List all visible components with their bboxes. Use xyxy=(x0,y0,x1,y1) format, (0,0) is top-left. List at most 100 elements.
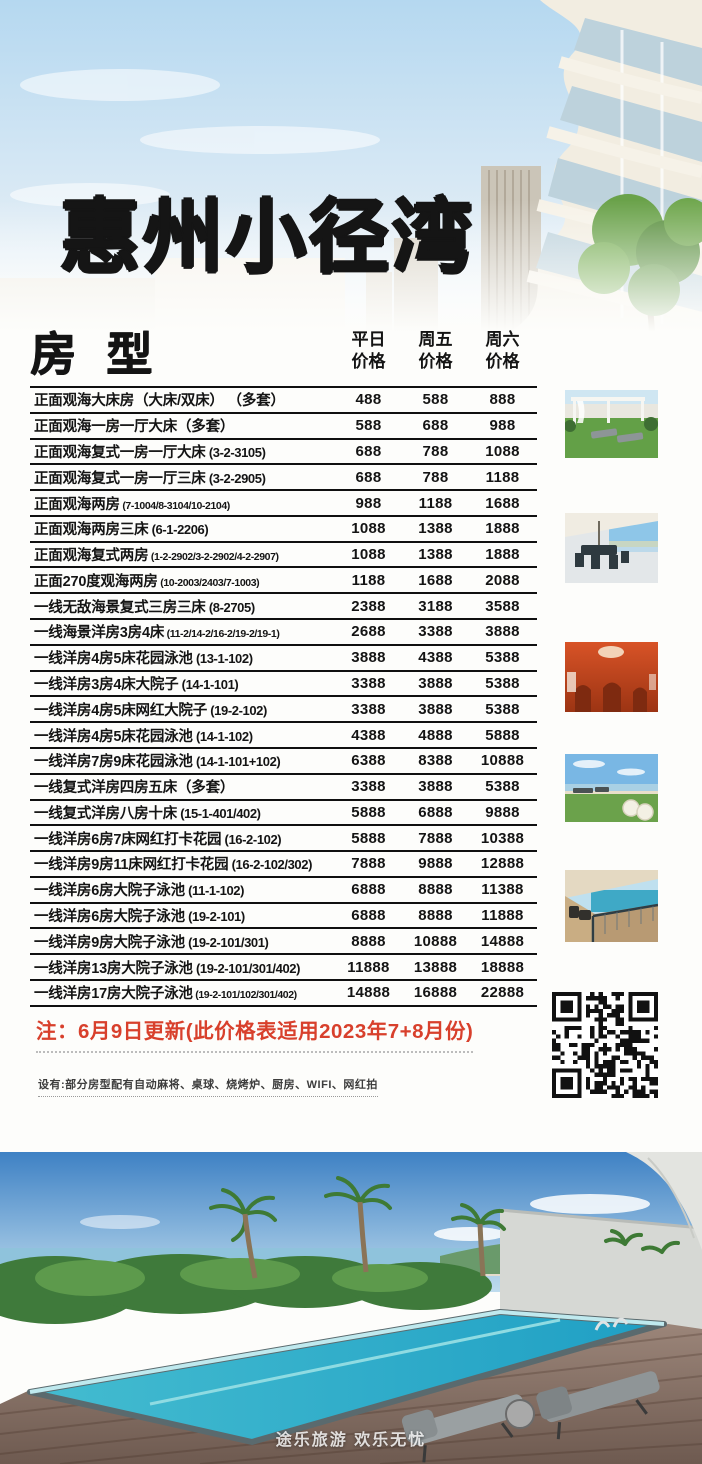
price-cell: 2388 xyxy=(351,597,386,615)
room-code: (15-1-401/402) xyxy=(177,805,261,821)
room-type-name: 一线复式洋房八房十床 (15-1-401/402) xyxy=(34,805,261,822)
price-cell: 5888 xyxy=(351,803,386,821)
price-cell: 5388 xyxy=(485,674,520,692)
room-code: (14-1-102) xyxy=(192,728,253,744)
room-photo-seaside-lawn xyxy=(565,754,658,822)
table-row: 一线洋房7房9床花园泳池 (14-1-101+102) 6388 8388 10888 xyxy=(30,746,537,773)
price-cell: 14888 xyxy=(480,932,525,950)
room-type-name: 一线洋房9房大院子泳池 (19-2-101/301) xyxy=(34,934,269,951)
room-code: (1-2-2902/3-2-2902/4-2-2907) xyxy=(148,551,279,564)
room-type-header: 房型 xyxy=(30,328,182,380)
price-cell: 12888 xyxy=(480,855,525,873)
umbrella xyxy=(626,1152,702,1250)
price-cell: 3888 xyxy=(418,700,453,718)
price-cell: 9888 xyxy=(485,803,520,821)
price-cell: 688 xyxy=(422,417,449,435)
table-row: 一线海景洋房3房4床 (11-2/14-2/16-2/19-2/19-1) 268… xyxy=(30,618,537,644)
room-type-name: 一线洋房6房7床网红打卡花园 (16-2-102) xyxy=(34,831,282,848)
watermark: 途乐旅游 欢乐无忧 xyxy=(275,1432,427,1449)
price-cell: 5888 xyxy=(351,829,386,847)
price-cell: 888 xyxy=(489,391,516,409)
price-cell: 5388 xyxy=(485,700,520,718)
price-cell: 4388 xyxy=(351,726,386,744)
price-cell: 16888 xyxy=(413,984,458,1002)
price-cell: 1688 xyxy=(485,494,520,512)
room-type-name: 一线洋房4房5床花园泳池 (14-1-102) xyxy=(34,728,253,745)
price-cell: 1388 xyxy=(418,546,453,564)
room-type-name: 正面观海一房一厅大床（多套） xyxy=(34,419,235,436)
price-cell: 688 xyxy=(355,442,382,460)
room-code: (19-2-101/301/402) xyxy=(192,960,301,976)
price-cell: 4888 xyxy=(418,726,453,744)
table-row: 一线复式洋房四房五床（多套） 3388 3888 5388 xyxy=(30,772,537,799)
room-type-name: 正面观海复式两房 (1-2-2902/3-2-2902/4-2-2907) xyxy=(34,548,279,565)
price-cell: 3888 xyxy=(418,778,453,796)
room-type-name: 一线洋房7房9床花园泳池 (14-1-101+102) xyxy=(34,754,281,771)
price-cell: 6888 xyxy=(418,803,453,821)
price-cell: 5888 xyxy=(485,726,520,744)
price-cell: 11888 xyxy=(347,958,390,976)
price-cell: 3888 xyxy=(418,674,453,692)
clouds xyxy=(80,1194,650,1241)
price-cell: 588 xyxy=(422,391,449,409)
sun-loungers xyxy=(401,1371,660,1463)
price-cell: 13888 xyxy=(413,958,458,976)
room-type-name: 一线洋房17房大院子泳池 (19-2-101/102/301/402) xyxy=(34,986,297,1003)
room-photo-sea-view-terrace xyxy=(565,513,658,583)
amenities-note: 设有:部分房型配有自动麻将、桌球、烧烤炉、厨房、WIFI、网红拍 xyxy=(38,1076,378,1097)
room-code: (16-2-102) xyxy=(221,831,282,847)
table-header: 房型 平日 价格 周五 价格 周六 价格 xyxy=(30,318,537,382)
price-cell: 488 xyxy=(355,391,382,409)
room-photo-sea-view-balcony xyxy=(565,870,658,942)
price-cell: 6388 xyxy=(351,752,386,770)
swimming-pool xyxy=(27,1309,667,1445)
room-type-name: 一线洋房9房11床网红打卡花园 (16-2-102/302) xyxy=(34,857,313,874)
price-cell: 1088 xyxy=(351,546,386,564)
price-table: 正面观海大床房（大床/双床） （多套） 488 588 888 正面观海一房一厅大床（多… xyxy=(30,386,537,1007)
table-row: 正面观海复式两房 (1-2-2902/3-2-2902/4-2-2907) 108… xyxy=(30,540,537,567)
clouds xyxy=(10,69,380,207)
table-row: 正面观海大床房（大床/双床） （多套） 488 588 888 xyxy=(30,386,537,412)
table-row: 一线无敌海景复式三房三床 (8-2705) 2388 3188 3588 xyxy=(30,592,537,618)
room-code: (16-2-102/302) xyxy=(228,857,313,873)
price-cell: 1388 xyxy=(418,520,453,538)
price-cell: 588 xyxy=(355,417,382,435)
price-cell: 11388 xyxy=(481,881,524,899)
room-type-name: 正面观海复式一房一厅大床 (3-2-3105) xyxy=(34,444,266,461)
price-cell: 6888 xyxy=(351,881,386,899)
room-code: (11-1-102) xyxy=(184,883,245,899)
price-cell: 988 xyxy=(355,494,382,512)
price-cell: 8888 xyxy=(418,907,453,925)
table-row: 一线洋房3房4床大院子 (14-1-101) 3388 3888 5388 xyxy=(30,669,537,696)
room-code: (7-1004/8-3104/10-2104) xyxy=(119,499,230,512)
price-cell: 10888 xyxy=(480,752,525,770)
room-code: (19-2-101/301) xyxy=(184,934,269,950)
price-cell: 7888 xyxy=(418,829,453,847)
room-code: (19-2-101/102/301/402) xyxy=(192,989,297,1002)
table-row: 正面观海一房一厅大床（多套） 588 688 988 xyxy=(30,411,537,438)
price-cell: 5388 xyxy=(485,649,520,667)
table-row: 一线洋房17房大院子泳池 (19-2-101/102/301/402) 14888… xyxy=(30,978,537,1005)
table-row: 正面观海复式一房一厅三床 (3-2-2905) 688 788 1188 xyxy=(30,463,537,489)
hero-photo xyxy=(0,0,702,332)
price-cell: 1688 xyxy=(418,571,453,589)
room-type-name: 一线海景洋房3房4床 (11-2/14-2/16-2/19-2/19-1) xyxy=(34,625,280,642)
price-cell: 10388 xyxy=(480,829,525,847)
price-cell: 2088 xyxy=(485,571,520,589)
room-code: (6-1-2206) xyxy=(148,522,209,538)
price-cell: 3388 xyxy=(351,778,386,796)
price-cell: 10888 xyxy=(413,932,458,950)
wall xyxy=(500,1210,702,1344)
table-row: 正面观海两房 (7-1004/8-3104/10-2104) 988 1188 168… xyxy=(30,489,537,515)
table-row: 一线洋房9房大院子泳池 (19-2-101/301) 8888 10888 14888 xyxy=(30,927,537,953)
price-cell: 9888 xyxy=(418,855,453,873)
price-cell: 11888 xyxy=(481,907,524,925)
price-cell: 7888 xyxy=(351,855,386,873)
room-photo-garden-pergola xyxy=(565,390,658,458)
page-title: 惠州小径湾 xyxy=(60,193,475,282)
table-row: 一线洋房4房5床花园泳池 (13-1-102) 3888 4388 5388 xyxy=(30,643,537,670)
price-cell: 8388 xyxy=(418,752,453,770)
price-cell: 3588 xyxy=(485,597,520,615)
room-photo-red-interior xyxy=(565,642,658,712)
